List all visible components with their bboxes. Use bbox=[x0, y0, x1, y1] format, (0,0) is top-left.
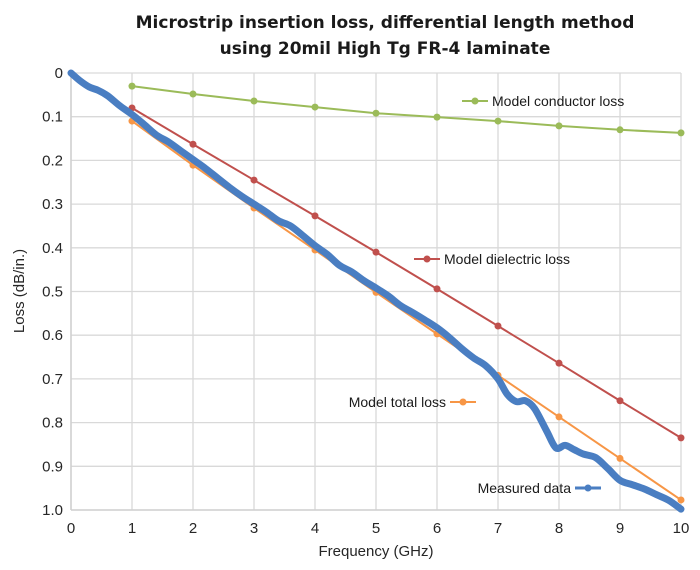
series-line bbox=[131, 106, 682, 439]
y-tick-label: 0.4 bbox=[42, 240, 63, 257]
data-point bbox=[189, 140, 197, 148]
x-axis-ticks: 0 1 2 3 4 5 6 7 8 9 10 bbox=[67, 520, 690, 537]
y-axis-label: Loss (dB/in.) bbox=[11, 249, 28, 333]
y-tick-label: 0.5 bbox=[42, 284, 63, 301]
legend-marker bbox=[459, 398, 467, 406]
x-tick-label: 9 bbox=[616, 520, 624, 537]
data-point bbox=[311, 212, 319, 220]
y-tick-label: 0.6 bbox=[42, 327, 63, 344]
data-point bbox=[311, 103, 319, 111]
data-point bbox=[494, 322, 502, 330]
data-point bbox=[372, 109, 380, 117]
data-point bbox=[189, 90, 197, 98]
legend-label: Model conductor loss bbox=[492, 93, 624, 109]
data-point bbox=[616, 397, 624, 405]
data-point bbox=[555, 122, 563, 130]
data-point bbox=[494, 117, 502, 125]
data-point bbox=[372, 248, 380, 256]
series-model-conductor-loss bbox=[128, 82, 685, 137]
data-point bbox=[616, 126, 624, 134]
y-tick-label: 0.8 bbox=[42, 415, 63, 432]
y-tick-label: 0.9 bbox=[42, 458, 63, 475]
legend-marker bbox=[471, 97, 479, 105]
y-axis-ticks: 0 0.1 0.2 0.3 0.4 0.5 0.6 0.7 0.8 0.9 1.0 bbox=[42, 65, 63, 519]
legend-item-model-total-loss: Model total loss bbox=[349, 394, 476, 410]
legend-label: Measured data bbox=[478, 480, 572, 496]
data-point bbox=[555, 413, 563, 421]
data-point bbox=[433, 285, 441, 293]
data-point bbox=[250, 176, 258, 184]
y-tick-label: 0 bbox=[55, 65, 63, 82]
data-point bbox=[128, 82, 136, 90]
series-measured-data bbox=[67, 69, 685, 513]
data-point bbox=[250, 97, 258, 105]
x-tick-label: 4 bbox=[311, 520, 319, 537]
legend-item-model-dielectric-loss: Model dielectric loss bbox=[414, 251, 570, 267]
data-point bbox=[677, 496, 685, 504]
y-tick-label: 0.1 bbox=[42, 109, 63, 126]
series-layer bbox=[67, 69, 685, 513]
legend: Model conductor loss Model dielectric los… bbox=[349, 93, 625, 496]
x-tick-label: 10 bbox=[673, 520, 690, 537]
chart-title-line-2: using 20mil High Tg FR-4 laminate bbox=[220, 39, 551, 59]
data-point bbox=[433, 113, 441, 121]
legend-label: Model total loss bbox=[349, 394, 446, 410]
data-point bbox=[677, 434, 685, 442]
y-tick-label: 0.2 bbox=[42, 152, 63, 169]
legend-marker bbox=[423, 255, 431, 263]
y-tick-label: 1.0 bbox=[42, 502, 63, 519]
y-tick-label: 0.7 bbox=[42, 371, 63, 388]
x-tick-label: 5 bbox=[372, 520, 380, 537]
series-line bbox=[131, 85, 682, 134]
x-tick-label: 6 bbox=[433, 520, 441, 537]
x-tick-label: 7 bbox=[494, 520, 502, 537]
x-axis-label: Frequency (GHz) bbox=[318, 543, 433, 560]
legend-item-model-conductor-loss: Model conductor loss bbox=[462, 93, 624, 109]
x-tick-label: 3 bbox=[250, 520, 258, 537]
x-tick-label: 0 bbox=[67, 520, 75, 537]
x-tick-label: 8 bbox=[555, 520, 563, 537]
data-point bbox=[677, 129, 685, 137]
x-tick-label: 2 bbox=[189, 520, 197, 537]
y-tick-label: 0.3 bbox=[42, 196, 63, 213]
legend-label: Model dielectric loss bbox=[444, 251, 570, 267]
legend-marker bbox=[584, 484, 592, 492]
data-point bbox=[616, 454, 624, 462]
legend-item-measured-data: Measured data bbox=[478, 480, 601, 496]
chart-title-line-1: Microstrip insertion loss, differential … bbox=[136, 13, 635, 33]
series-model-dielectric-loss bbox=[128, 104, 685, 442]
data-point bbox=[555, 359, 563, 367]
x-tick-label: 1 bbox=[128, 520, 136, 537]
series-line bbox=[67, 69, 685, 513]
